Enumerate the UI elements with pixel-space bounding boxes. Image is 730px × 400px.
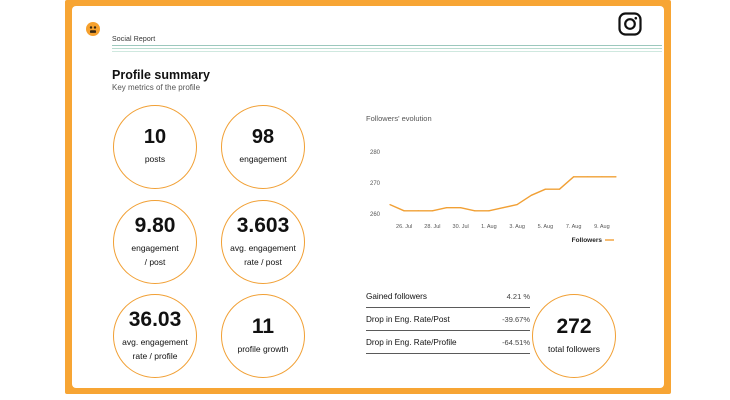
data-point — [530, 194, 532, 196]
metric-label: avg. engagement rate / profile — [122, 336, 188, 362]
data-point — [502, 207, 504, 209]
data-point — [488, 210, 490, 212]
stat-label: Drop in Eng. Rate/Post — [366, 314, 450, 324]
metric-label-line2: rate / post — [244, 256, 282, 267]
stat-value: -39.67% — [502, 314, 530, 324]
metric-label: profile growth — [237, 343, 289, 354]
x-tick-label: 9. Aug — [594, 224, 610, 230]
x-tick-label: 1. Aug — [481, 224, 497, 230]
y-tick-label: 270 — [370, 181, 381, 187]
metric-label-line2: rate / profile — [132, 350, 178, 361]
x-tick-label: 30. Jul — [453, 224, 469, 230]
metric-profile-growth: 11 profile growth — [221, 294, 305, 378]
data-point — [474, 210, 476, 212]
stat-value: -64.51% — [502, 337, 530, 347]
x-tick-label: 28. Jul — [424, 224, 440, 230]
x-tick-label: 5. Aug — [538, 224, 554, 230]
legend-label: Followers — [572, 237, 603, 244]
total-followers-value: 272 — [556, 314, 592, 338]
metric-value: 3.603 — [236, 214, 290, 238]
data-point — [389, 203, 391, 206]
section-title: Profile summary — [112, 68, 210, 82]
stat-row: Drop in Eng. Rate/Post -39.67% — [366, 308, 530, 331]
stat-value: 4.21 % — [506, 291, 530, 301]
stat-label: Drop in Eng. Rate/Profile — [366, 337, 457, 347]
metric-label: engagement — [239, 154, 287, 165]
followers-chart: 260 270 280 26. Jul 28. Jul 30. Jul 1. Aug 3. A… — [370, 150, 617, 244]
series-line-followers — [389, 176, 616, 212]
metric-value: 36.03 — [128, 308, 182, 332]
y-tick-label: 260 — [370, 212, 381, 218]
x-tick-label: 26. Jul — [396, 224, 412, 230]
metric-label-line1: avg. engagement — [230, 243, 296, 254]
stat-row: Drop in Eng. Rate/Profile -64.51% — [366, 331, 530, 354]
data-point — [544, 188, 546, 190]
data-point — [431, 210, 433, 212]
data-point — [558, 188, 561, 190]
data-point — [601, 176, 603, 178]
metric-value: 11 — [251, 314, 275, 338]
metric-value: 10 — [143, 126, 167, 149]
x-tick-label: 3. Aug — [509, 224, 525, 230]
metric-value: 98 — [251, 126, 275, 149]
brand-logo-icon — [86, 22, 100, 36]
report-title: Social Report — [112, 36, 156, 43]
total-followers: 272 total followers — [532, 294, 616, 378]
stat-label: Gained followers — [366, 291, 427, 301]
metric-label: posts — [144, 154, 166, 165]
header-divider — [112, 45, 662, 54]
data-point — [573, 176, 575, 178]
metric-label-line1: engagement — [131, 243, 179, 254]
metric-engagement-per-post: 9.80 engagement / post — [113, 200, 197, 284]
total-followers-label: total followers — [548, 343, 600, 354]
x-tick-label: 7. Aug — [566, 224, 582, 230]
metric-label-line2: / post — [144, 256, 166, 267]
metric-label: avg. engagement rate / post — [230, 242, 296, 268]
data-point — [516, 203, 518, 206]
data-point — [615, 176, 617, 178]
metric-avg-engagement-rate-profile: 36.03 avg. engagement rate / profile — [113, 294, 197, 378]
metric-avg-engagement-rate-post: 3.603 avg. engagement rate / post — [221, 200, 305, 284]
instagram-icon — [618, 12, 642, 36]
stats-table: Gained followers 4.21 % Drop in Eng. Rat… — [366, 285, 530, 354]
stat-row: Gained followers 4.21 % — [366, 285, 530, 308]
metric-label-line1: avg. engagement — [122, 337, 188, 348]
data-point — [460, 207, 462, 209]
metric-engagement: 98 engagement — [221, 105, 305, 189]
chart-title: Followers' evolution — [366, 114, 432, 123]
metric-posts: 10 posts — [113, 105, 197, 189]
data-point — [587, 176, 589, 178]
metric-value: 9.80 — [134, 214, 176, 238]
section-subtitle: Key metrics of the profile — [112, 83, 201, 92]
data-point — [403, 210, 405, 212]
data-point — [445, 207, 448, 209]
metric-label: engagement / post — [131, 242, 178, 268]
data-point — [417, 210, 419, 212]
y-tick-label: 280 — [370, 150, 381, 156]
